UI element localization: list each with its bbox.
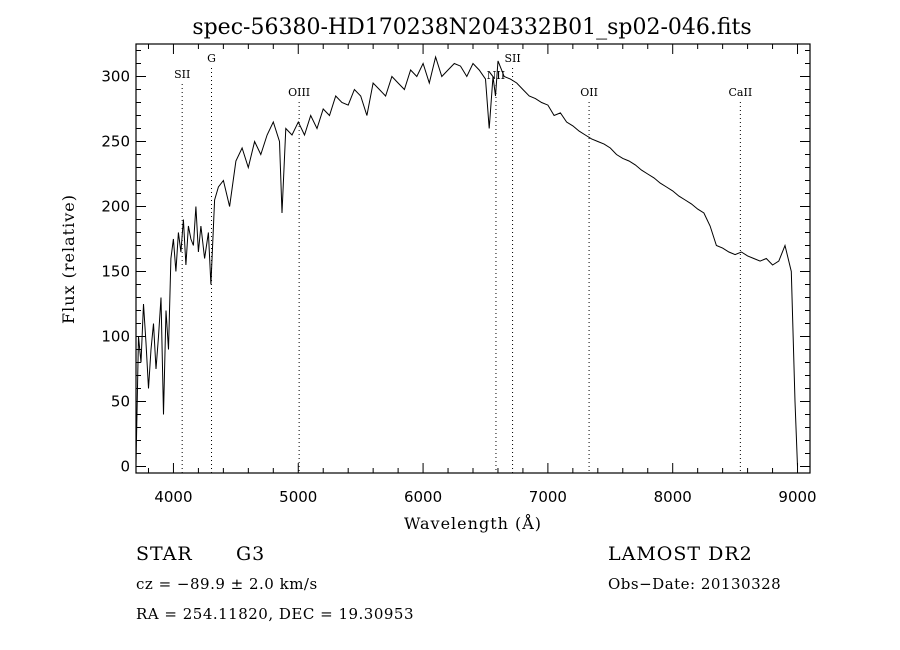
spectral-line-markers: SII G OIII NII SII OII CaII [174, 52, 752, 473]
plot-frame [135, 43, 811, 474]
y-axis-label: Flux (relative) [59, 194, 78, 324]
object-subclass: G3 [236, 543, 265, 565]
redshift-cz: cz = −89.9 ± 2.0 km/s [136, 575, 318, 593]
x-axis-label: Wavelength (Å) [404, 513, 542, 533]
x-tick-label: 5000 [279, 488, 317, 506]
y-tick-label: 100 [101, 328, 130, 346]
y-tick-label: 150 [101, 263, 130, 281]
line-marker-label: SII [504, 52, 520, 65]
y-tick-label: 50 [111, 393, 130, 411]
x-tick-label: 9000 [778, 488, 816, 506]
line-marker-label: CaII [729, 86, 753, 99]
x-tick-label: 7000 [529, 488, 567, 506]
observation-date: Obs−Date: 20130328 [608, 575, 781, 593]
chart-title: spec-56380-HD170238N204332B01_sp02-046.f… [192, 15, 751, 40]
y-tick-label: 300 [101, 68, 130, 86]
line-marker-label: G [207, 52, 216, 65]
x-tick-label: 8000 [654, 488, 692, 506]
y-tick-label: 200 [101, 198, 130, 216]
axis-ticks: 4000 5000 6000 7000 8000 9000 0 50 100 150 200 250 3… [101, 44, 817, 506]
object-class: STAR [136, 543, 193, 565]
line-marker-label: OII [580, 86, 598, 99]
y-tick-label: 250 [101, 133, 130, 151]
x-tick-label: 6000 [404, 488, 442, 506]
line-marker-label: SII [174, 68, 190, 81]
line-marker-label: OIII [288, 86, 310, 99]
y-tick-label: 0 [120, 458, 130, 476]
x-tick-label: 4000 [154, 488, 192, 506]
survey-name: LAMOST DR2 [608, 543, 753, 565]
spectrum-line [135, 55, 798, 467]
ra-dec-coordinates: RA = 254.11820, DEC = 19.30953 [136, 605, 414, 623]
line-marker-label: NII [487, 69, 505, 82]
